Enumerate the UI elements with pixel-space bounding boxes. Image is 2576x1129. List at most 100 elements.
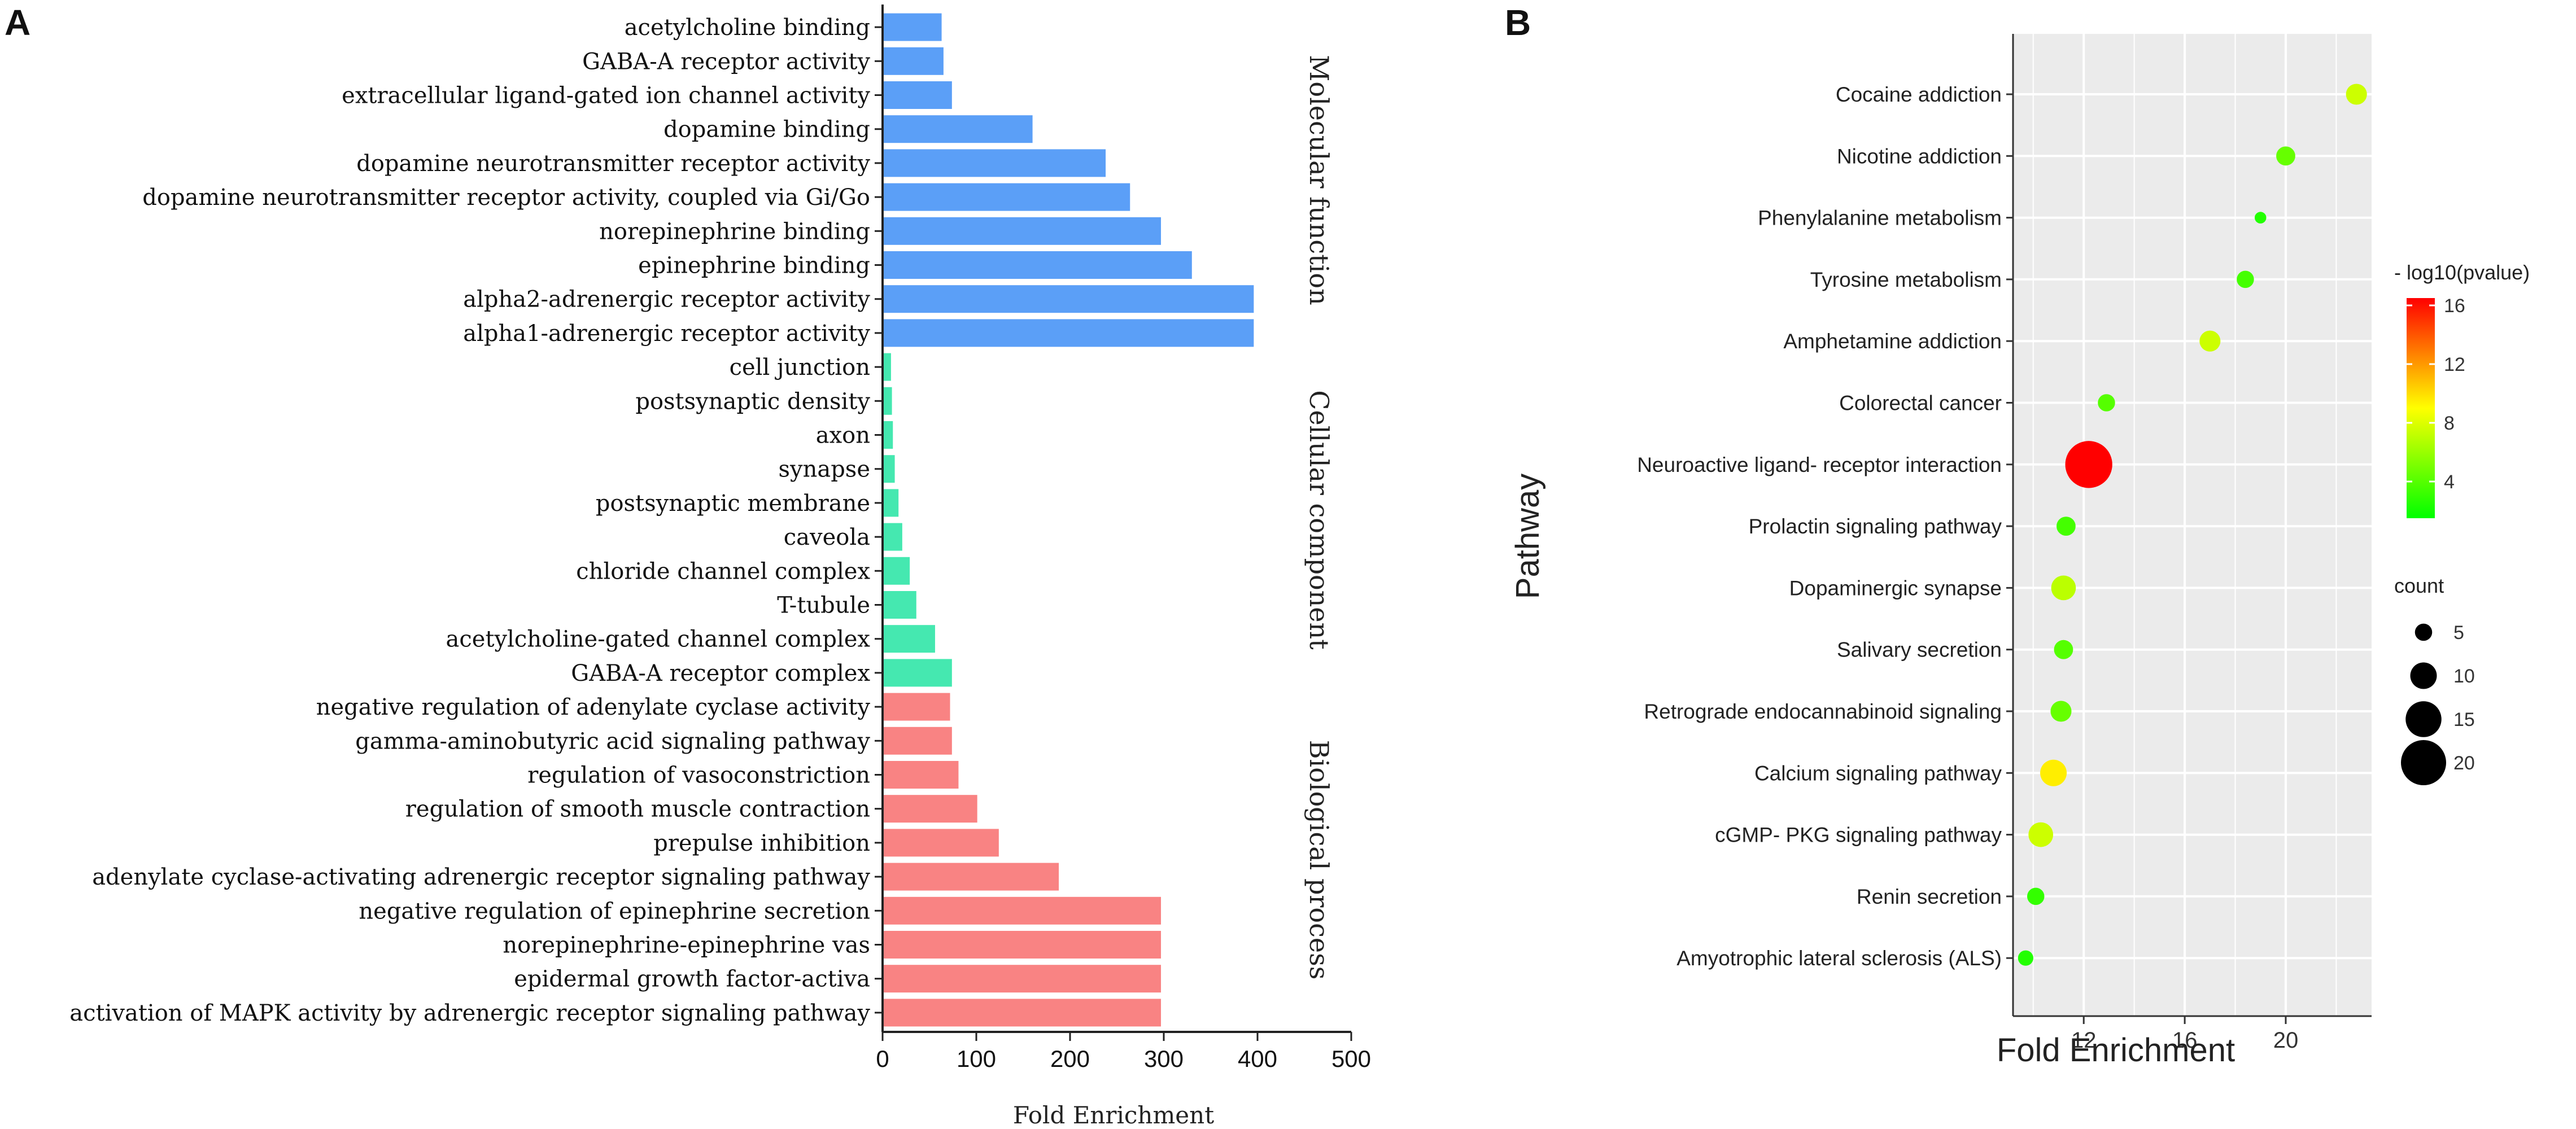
pathway-point [2199,330,2221,352]
size-legend-title: count [2394,574,2444,597]
bar-molecular-function [883,13,942,41]
panel-b-bubble-chart: Cocaine addiction Nicotine addiction Pheny… [1637,34,2475,1053]
x-tick-label: 500 [1331,1045,1371,1072]
size-legend-label: 5 [2453,622,2464,644]
bar-category-label: dopamine binding [663,117,870,143]
bar-category-label: chloride channel complex [576,558,870,584]
color-legend-label: 12 [2444,354,2465,375]
size-legend-dot [2401,740,2446,785]
bar-cellular-component [883,557,910,585]
bar-molecular-function [883,183,1130,211]
pathway-point [2065,441,2112,488]
x-tick-label: 100 [957,1045,996,1072]
panel-b-x-axis-label: Fold Enrichment [1997,1032,2235,1069]
group-label: Cellular component [1304,390,1334,650]
bar-category-label: postsynaptic density [635,388,870,414]
color-legend-bar [2407,298,2435,518]
panel-a-x-axis-label: Fold Enrichment [1013,1101,1214,1129]
bar-category-label: epidermal growth factor-activa [514,966,870,992]
bar-molecular-function [883,285,1254,313]
size-legend-label: 20 [2453,752,2475,774]
size-legend-dot [2405,701,2442,737]
bar-cellular-component [883,387,892,415]
bar-cellular-component [883,421,893,449]
color-legend-label: 4 [2444,471,2455,493]
bar-biological-process [883,896,1162,925]
bar-category-label: alpha2-adrenergic receptor activity [463,287,870,313]
bar-biological-process [883,693,950,721]
bar-molecular-function [883,115,1033,143]
bar-category-label: regulation of smooth muscle contraction [405,797,870,822]
color-legend-label: 16 [2444,295,2465,317]
bar-category-label: GABA-A receptor complex [571,660,870,686]
size-legend-label: 15 [2453,709,2475,730]
x-tick-label: 20 [2273,1028,2299,1053]
group-label: Biological process [1304,740,1334,980]
panel-b-label: B [1505,2,1531,43]
bar-category-label: negative regulation of adenylate cyclase… [316,694,871,720]
bar-category-label: axon [816,423,870,449]
bar-molecular-function [883,149,1106,177]
bar-category-label: T-tubule [777,593,870,619]
bar-category-label: norepinephrine-epinephrine vas [503,933,870,959]
size-legend-label: 10 [2453,666,2475,687]
pathway-point [2254,212,2267,224]
bar-cellular-component [883,455,895,483]
pathway-point [2057,517,2076,536]
bar-category-label: epinephrine binding [638,253,870,279]
bar-category-label: gamma-aminobutyric acid signaling pathwa… [355,728,870,754]
bar-biological-process [883,999,1162,1027]
bar-category-label: alpha1-adrenergic receptor activity [463,321,870,347]
bar-molecular-function [883,217,1162,245]
bar-category-label: acetylcholine binding [625,15,870,41]
bar-biological-process [883,965,1162,993]
bar-biological-process [883,863,1059,891]
bar-category-label: dopamine neurotransmitter receptor activ… [356,151,870,177]
pathway-point [2018,950,2033,966]
size-legend-dot [2410,662,2437,689]
x-tick-label: 16 [2172,1028,2198,1053]
bar-category-label: activation of MAPK activity by adrenergi… [69,1000,870,1026]
bar-category-label: acetylcholine-gated channel complex [446,627,871,653]
bar-cellular-component [883,625,935,653]
pathway-point [2051,575,2076,601]
x-tick-label: 0 [876,1045,889,1072]
pathway-label: Tyrosine metabolism [1810,268,2002,291]
pathway-label: Neuroactive ligand- receptor interaction [1637,453,2002,476]
pathway-label: Calcium signaling pathway [1754,762,2002,785]
pathway-label: Retrograde endocannabinoid signaling [1644,700,2002,723]
pathway-point [2098,394,2115,412]
pathway-label: Phenylalanine metabolism [1758,207,2002,230]
pathway-point [2040,759,2067,786]
x-tick-label: 12 [2071,1028,2097,1053]
x-tick-label: 400 [1238,1045,1277,1072]
x-tick-label: 300 [1144,1045,1184,1072]
bar-molecular-function [883,319,1254,347]
pathway-point [2054,640,2073,659]
panel-b-y-axis-label: Pathway [1509,474,1546,599]
color-legend-title: - log10(pvalue) [2394,261,2530,284]
bar-category-label: regulation of vasoconstriction [527,763,870,789]
bar-biological-process [883,727,952,755]
pathway-point [2028,822,2054,847]
color-legend-label: 8 [2444,413,2455,434]
bar-category-label: extracellular ligand-gated ion channel a… [342,83,870,109]
bar-cellular-component [883,659,952,687]
pathway-label: Dopaminergic synapse [1789,576,2002,599]
pathway-label: Amphetamine addiction [1783,330,2002,353]
pathway-label: Colorectal cancer [1839,392,2002,415]
bar-biological-process [883,829,999,857]
pathway-point [2050,701,2072,722]
bar-category-label: synapse [778,457,870,483]
bar-cellular-component [883,353,891,381]
x-tick-label: 200 [1050,1045,1090,1072]
pathway-label: Prolactin signaling pathway [1749,515,2002,538]
pathway-label: Amyotrophic lateral sclerosis (ALS) [1676,947,2002,970]
pathway-label: cGMP- PKG signaling pathway [1715,824,2002,847]
pathway-label: Renin secretion [1857,885,2002,908]
panel-a-bar-chart: acetylcholine binding GABA-A receptor act… [69,5,1371,1072]
bar-category-label: postsynaptic membrane [596,491,870,517]
bar-category-label: norepinephrine binding [599,218,870,244]
bar-biological-process [883,795,977,823]
group-label: Molecular function [1304,55,1334,305]
